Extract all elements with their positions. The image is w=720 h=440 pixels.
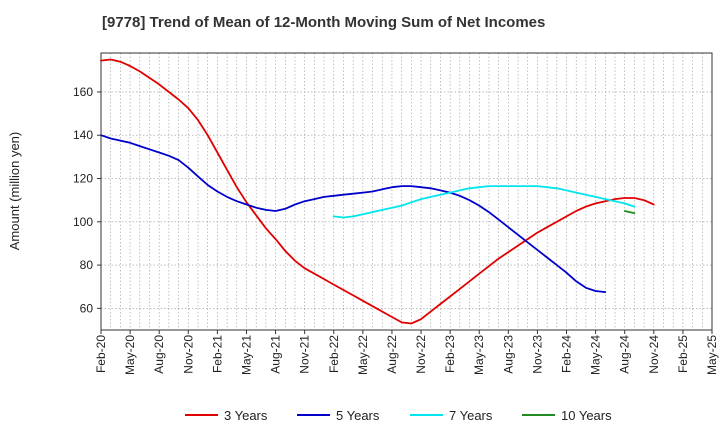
x-tick-label: Nov-23 <box>530 335 544 374</box>
grid <box>101 53 712 330</box>
y-tick-label: 80 <box>80 258 94 272</box>
series-lines <box>100 58 655 325</box>
x-tick-label: Aug-21 <box>269 335 283 374</box>
x-tick-label: Nov-21 <box>298 335 312 374</box>
y-tick-label: 60 <box>80 301 94 315</box>
x-tick-label: Feb-24 <box>560 335 574 373</box>
legend-label: 7 Years <box>449 408 493 423</box>
x-tick-label: Aug-23 <box>501 335 515 374</box>
x-tick-label: Nov-20 <box>181 335 195 374</box>
series-line-5-years <box>100 134 607 294</box>
y-tick-label: 100 <box>73 215 93 229</box>
legend-label: 10 Years <box>561 408 612 423</box>
series-line-10-years <box>623 210 636 215</box>
x-axis-ticks: Feb-20 May-20 Aug-20 Nov-20 Feb-21 May-21 Aug-… <box>94 330 719 375</box>
x-tick-label: May-25 <box>705 335 719 375</box>
legend: 3 Years 5 Years 7 Years 10 Years <box>185 408 612 423</box>
x-tick-label: May-23 <box>472 335 486 375</box>
x-tick-label: Nov-24 <box>647 335 661 374</box>
y-axis-label: Amount (million yen) <box>7 132 22 251</box>
series-line-7-years <box>332 185 636 219</box>
y-tick-label: 140 <box>73 128 93 142</box>
plot-area-frame <box>100 52 713 331</box>
x-tick-label: Aug-20 <box>152 335 166 374</box>
x-tick-label: Feb-23 <box>443 335 457 373</box>
y-tick-label: 120 <box>73 172 93 186</box>
x-tick-label: Aug-22 <box>385 335 399 374</box>
x-tick-label: May-21 <box>239 335 253 375</box>
y-axis-ticks: 60 80 100 120 140 160 <box>73 85 101 315</box>
x-tick-label: May-20 <box>123 335 137 375</box>
series-line-3-years <box>100 58 655 325</box>
x-tick-label: May-22 <box>356 335 370 375</box>
x-tick-label: Feb-20 <box>94 335 108 373</box>
y-tick-label: 160 <box>73 85 93 99</box>
x-tick-label: Feb-21 <box>210 335 224 373</box>
x-tick-label: Feb-22 <box>327 335 341 373</box>
x-tick-label: May-24 <box>589 335 603 375</box>
chart-title: [9778] Trend of Mean of 12-Month Moving … <box>102 14 546 31</box>
x-tick-label: Nov-22 <box>414 335 428 374</box>
x-tick-label: Aug-24 <box>618 335 632 374</box>
legend-label: 5 Years <box>336 408 380 423</box>
legend-label: 3 Years <box>224 408 268 423</box>
x-tick-label: Feb-25 <box>676 335 690 373</box>
